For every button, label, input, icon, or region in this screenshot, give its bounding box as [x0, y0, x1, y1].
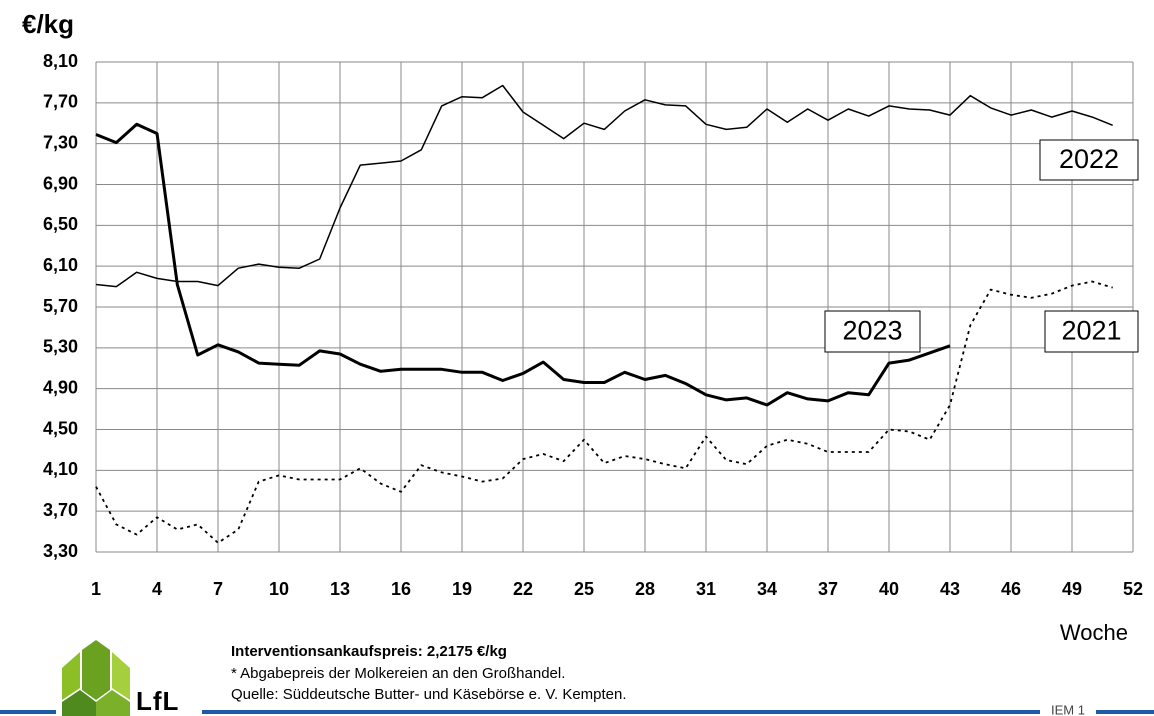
x-tick-label: 13	[330, 579, 350, 599]
y-tick-label: 7,70	[43, 92, 78, 112]
x-axis-label: Woche	[1060, 620, 1128, 645]
x-tick-label: 52	[1123, 579, 1143, 599]
x-tick-label: 22	[513, 579, 533, 599]
x-tick-label: 31	[696, 579, 716, 599]
y-tick-label: 4,90	[43, 377, 78, 397]
legend-box	[1039, 139, 1139, 181]
note-footnote: * Abgabepreis der Molkereien an den Groß…	[231, 665, 565, 682]
y-tick-label: 8,10	[43, 51, 78, 71]
x-tick-label: 25	[574, 579, 594, 599]
note-intervention: Interventionsankaufspreis: 2,2175 €/kg	[231, 643, 507, 660]
y-tick-label: 5,70	[43, 296, 78, 316]
legend-label: 2023	[842, 316, 902, 346]
logo-leaves	[62, 640, 130, 716]
x-tick-label: 16	[391, 579, 411, 599]
y-axis-label: €/kg	[22, 9, 74, 39]
legend-label: 2022	[1059, 144, 1119, 174]
x-tick-label: 1	[91, 579, 101, 599]
y-tick-label: 6,90	[43, 173, 78, 193]
x-tick-label: 10	[269, 579, 289, 599]
x-tick-label: 7	[213, 579, 223, 599]
legend-label: 2021	[1061, 316, 1121, 346]
x-tick-label: 28	[635, 579, 655, 599]
x-tick-label: 46	[1001, 579, 1021, 599]
legend-box	[1044, 310, 1139, 353]
y-tick-label: 3,30	[43, 541, 78, 561]
y-tick-label: 4,50	[43, 418, 78, 438]
x-tick-label: 49	[1062, 579, 1082, 599]
series-line	[95, 280, 1113, 544]
y-tick-label: 3,70	[43, 500, 78, 520]
legend-box	[824, 310, 921, 353]
series-line	[95, 84, 1113, 288]
y-tick-label: 4,10	[43, 459, 78, 479]
y-tick-label: 7,30	[43, 132, 78, 152]
x-tick-label: 37	[818, 579, 838, 599]
y-tick-label: 6,50	[43, 214, 78, 234]
logo-text: LfL	[136, 686, 179, 716]
y-tick-label: 6,10	[43, 255, 78, 275]
y-tick-label: 5,30	[43, 337, 78, 357]
x-tick-label: 19	[452, 579, 472, 599]
x-tick-label: 34	[757, 579, 777, 599]
x-tick-label: 40	[879, 579, 899, 599]
note-source: Quelle: Süddeutsche Butter- und Käsebörs…	[231, 686, 627, 703]
x-tick-label: 43	[940, 579, 960, 599]
x-tick-label: 4	[152, 579, 162, 599]
series-line	[95, 122, 951, 407]
page-number: IEM 1	[1051, 702, 1085, 716]
